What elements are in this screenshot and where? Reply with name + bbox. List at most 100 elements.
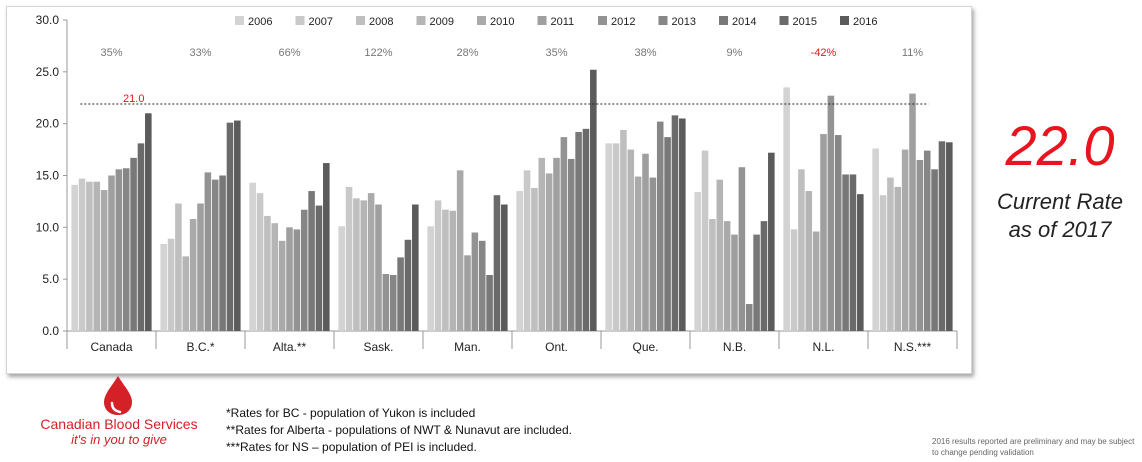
x-tick-label: B.C.* [186, 340, 214, 354]
bar [389, 275, 397, 331]
x-tick-label: Canada [90, 340, 132, 354]
legend-swatch [658, 16, 668, 25]
bar [93, 181, 101, 331]
percent-change-label: -42% [811, 47, 837, 59]
x-tick-label: N.S.*** [894, 340, 932, 354]
bar [382, 273, 390, 331]
x-tick-label: Ont. [545, 340, 568, 354]
bar [278, 240, 286, 331]
bar [582, 128, 590, 331]
bar [827, 95, 835, 331]
legend-label: 2011 [551, 16, 575, 28]
bar [167, 238, 175, 331]
percent-change-label: 38% [634, 47, 656, 59]
x-tick-label: N.L. [812, 340, 834, 354]
logo-tagline: it's in you to give [71, 432, 167, 447]
footnote-bc: *Rates for BC - population of Yukon is i… [226, 406, 476, 420]
bar [449, 210, 457, 331]
percent-change-label: 9% [727, 47, 743, 59]
bar [160, 243, 167, 331]
bar [916, 159, 924, 331]
percent-change-label: 35% [100, 47, 122, 59]
legend-swatch [840, 16, 849, 25]
legend-label: 2008 [369, 16, 393, 28]
legend-swatch [719, 16, 728, 25]
bar [323, 163, 330, 331]
legend-label: 2014 [732, 16, 756, 28]
bar [738, 167, 746, 331]
bar [249, 182, 256, 331]
bar [175, 203, 182, 331]
bar [137, 143, 145, 331]
bar [923, 150, 931, 331]
x-tick-label: Que. [632, 340, 658, 354]
bar [753, 234, 760, 331]
bar [768, 152, 775, 331]
percent-change-label: 66% [278, 47, 300, 59]
bar [820, 134, 827, 331]
bar [553, 157, 560, 331]
bar [627, 149, 635, 331]
bar [671, 115, 679, 331]
bar [256, 193, 264, 331]
x-tick-label: Sask. [363, 340, 393, 354]
legend-label: 2006 [248, 16, 272, 28]
bar [375, 204, 382, 331]
bar [723, 221, 731, 331]
blood-drop-icon [104, 376, 132, 415]
bar [182, 256, 190, 331]
bar [605, 143, 612, 331]
bar [271, 223, 279, 331]
bar [790, 229, 798, 331]
bar [493, 195, 501, 331]
bar [538, 157, 546, 331]
bar [709, 219, 716, 331]
bar [516, 191, 523, 331]
bar [345, 186, 353, 331]
y-tick-label: 20.0 [36, 117, 60, 131]
bar [664, 137, 671, 331]
bar-chart: 0.0 5.0 10.0 15.0 20.0 25.0 30.0 Canada B.C.* Alt… [36, 13, 958, 354]
legend-label: 2010 [490, 16, 514, 28]
bar [234, 120, 241, 331]
bar [879, 195, 887, 331]
disclaimer: 2016 results reported are preliminary an… [932, 437, 1135, 457]
bar [656, 121, 664, 332]
current-rate-caption: Current Rate as of 2017 [985, 188, 1135, 244]
bar [894, 186, 902, 331]
bar [397, 257, 404, 331]
bar [360, 200, 368, 331]
bar [122, 168, 130, 331]
bar [315, 205, 323, 331]
bar [338, 226, 345, 331]
legend-swatch [416, 16, 426, 25]
bar [545, 173, 553, 331]
bar [486, 275, 493, 331]
current-rate-caption-line1: Current Rate [997, 189, 1123, 214]
legend-label: 2007 [309, 16, 333, 28]
bar [367, 193, 375, 331]
bar [189, 219, 197, 331]
bar [567, 158, 575, 331]
bar [760, 221, 768, 331]
legend-swatch [779, 16, 789, 25]
bar [78, 178, 86, 331]
bar [71, 184, 78, 331]
bar [620, 129, 627, 331]
bar [464, 255, 471, 331]
bar [745, 304, 753, 331]
x-tick-label: Alta.** [273, 340, 307, 354]
bar [523, 170, 531, 331]
bar [872, 148, 879, 331]
bar [130, 157, 137, 331]
bar [478, 240, 486, 331]
bar [427, 226, 434, 331]
reference-line-label: 21.0 [123, 93, 144, 105]
bar [286, 227, 293, 331]
legend-swatch [235, 16, 244, 25]
legend-label: 2009 [430, 16, 454, 28]
bar [842, 174, 849, 331]
bar [226, 122, 234, 331]
bar [560, 137, 568, 331]
bar [857, 194, 864, 331]
